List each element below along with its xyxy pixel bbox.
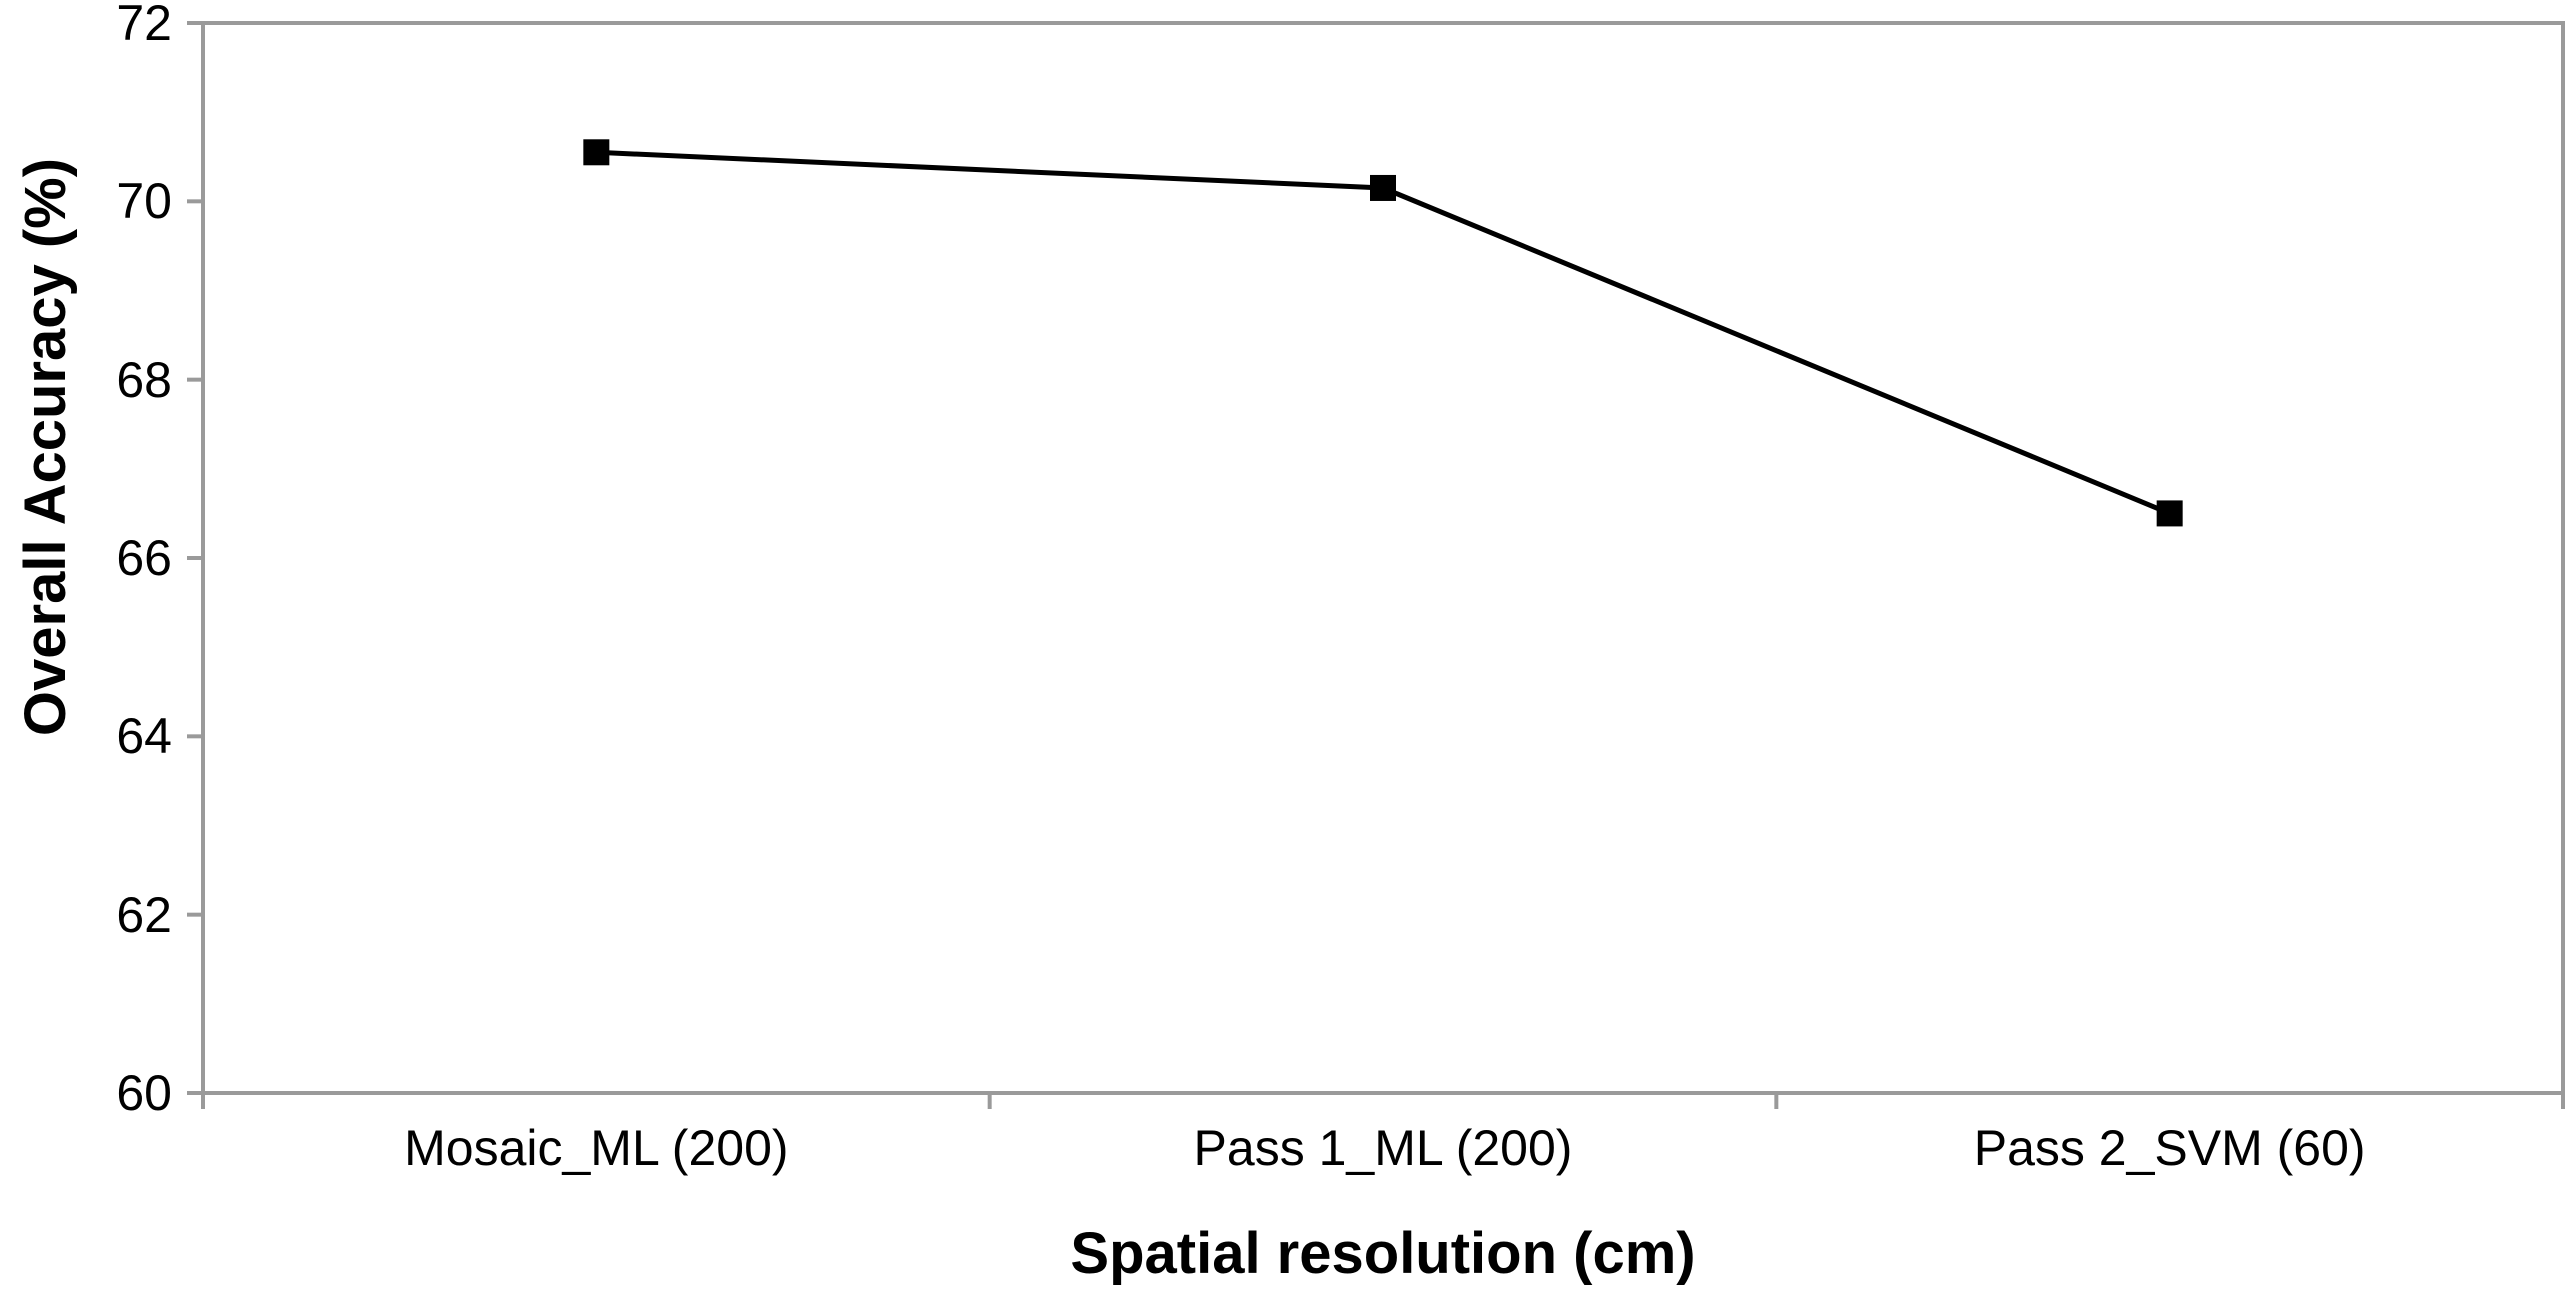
x-axis-category-label: Pass 2_SVM (60) <box>1973 1120 2366 1176</box>
y-axis-tick-label: 72 <box>116 0 172 51</box>
x-axis-category-label: Mosaic_ML (200) <box>404 1120 789 1176</box>
y-axis-tick-label: 70 <box>116 173 172 230</box>
series-marker-square <box>583 139 610 166</box>
y-axis-tick-label: 62 <box>116 886 172 943</box>
y-axis-tick-label: 68 <box>116 351 172 408</box>
y-axis-title: Overall Accuracy (%) <box>13 157 78 737</box>
series-marker-square <box>2156 500 2183 527</box>
series-line <box>596 149 2171 516</box>
x-axis-title: Spatial resolution (cm) <box>1070 1221 1696 1286</box>
y-axis-tick-label: 60 <box>116 1065 172 1121</box>
series-marker-square <box>1370 174 1396 201</box>
y-axis-tick-label: 66 <box>116 530 172 586</box>
x-axis-category-label: Pass 1_ML (200) <box>1193 1120 1573 1176</box>
y-axis-tick-label: 64 <box>116 708 172 765</box>
